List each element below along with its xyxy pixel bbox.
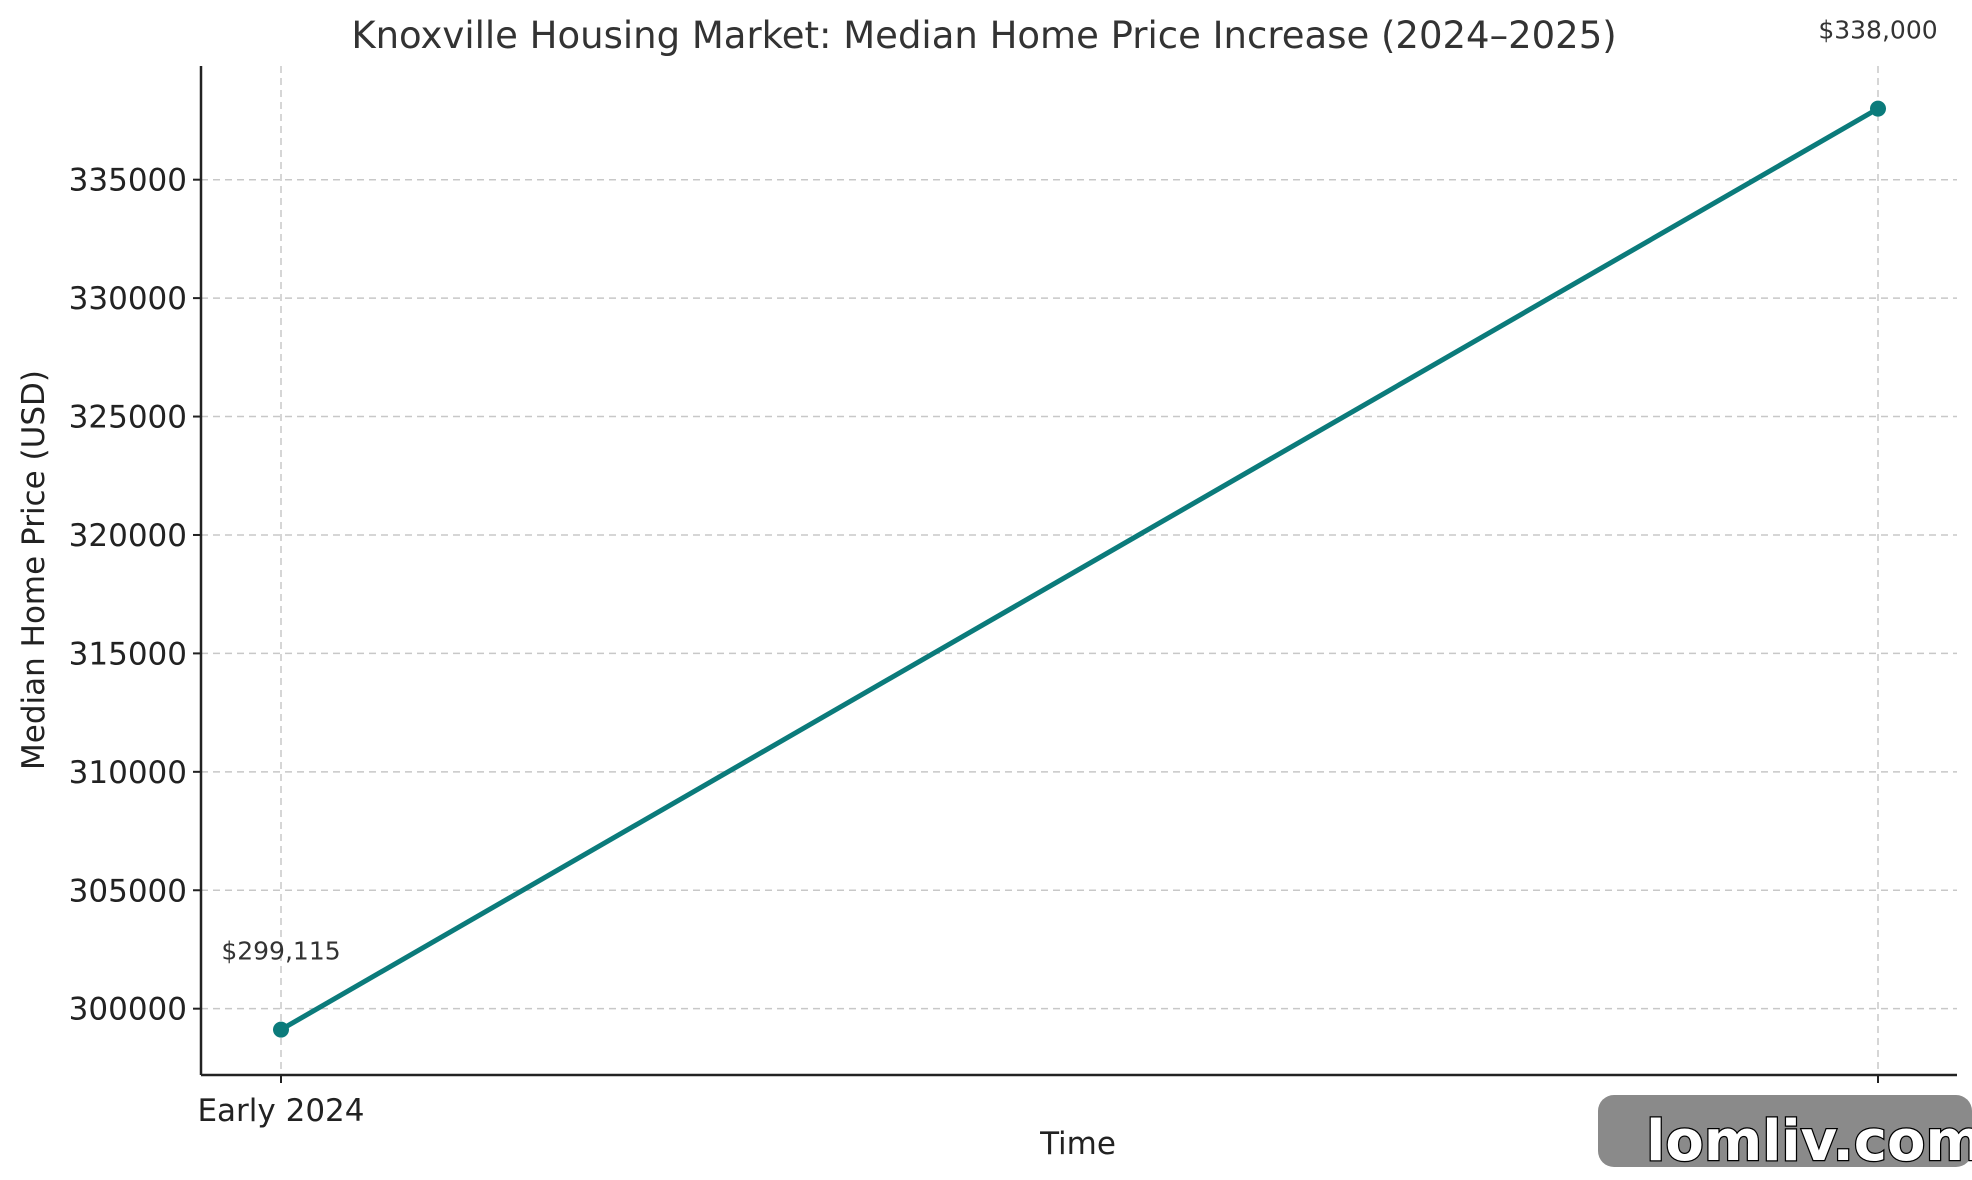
y-tick-label: 300000 [69, 992, 187, 1028]
series-line [279, 106, 1880, 1032]
x-tick-label: Early 2024 [197, 1093, 364, 1129]
watermark-text: lomliv.com [1646, 1109, 1972, 1174]
y-tick-label: 315000 [69, 636, 187, 672]
chart-title: Knoxville Housing Market: Median Home Pr… [351, 14, 1616, 57]
y-tick-label: 330000 [69, 281, 187, 317]
y-tick-label: 325000 [69, 400, 187, 436]
watermark: lomliv.com [1598, 1095, 1972, 1175]
data-label: $338,000 [1818, 16, 1937, 45]
y-axis: 300000 305000 310000 315000 320000 325000 3300… [69, 163, 201, 1028]
data-label: $299,115 [221, 937, 340, 966]
y-tick-label: 335000 [69, 163, 187, 199]
grid [201, 66, 1957, 1075]
y-tick-label: 310000 [69, 755, 187, 791]
y-tick-label: 305000 [69, 873, 187, 909]
y-axis-label: Median Home Price (USD) [16, 370, 52, 770]
x-axis-label: Time [1039, 1126, 1116, 1162]
y-tick-label: 320000 [69, 518, 187, 554]
data-point [1870, 100, 1886, 117]
data-point [273, 1021, 289, 1038]
series: $299,115 $338,000 [221, 16, 1938, 1038]
